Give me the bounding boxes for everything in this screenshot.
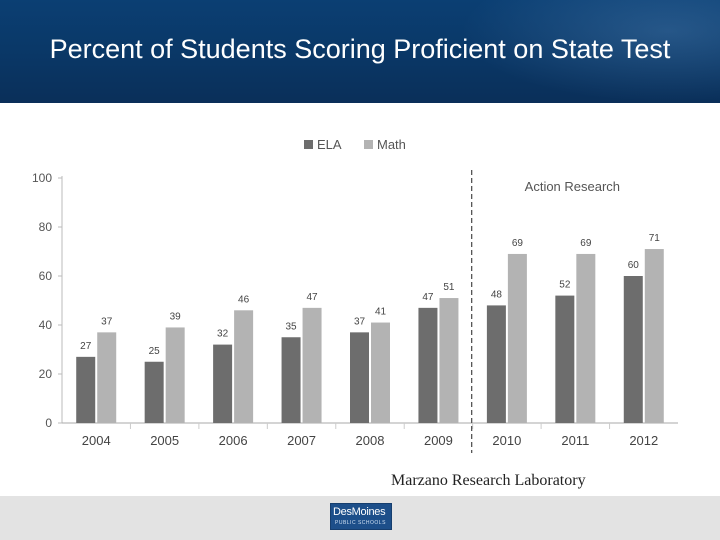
action-research-label: Action Research — [525, 179, 620, 194]
legend-swatch-math — [364, 140, 373, 149]
legend-swatch-ela — [304, 140, 313, 149]
data-label-ela: 47 — [422, 292, 434, 303]
bar-ela — [418, 307, 438, 423]
y-tick-label: 20 — [39, 367, 53, 381]
y-tick-label: 0 — [45, 416, 52, 430]
data-label-math: 69 — [580, 238, 592, 249]
bar-math — [234, 310, 254, 423]
x-category-label: 2011 — [561, 433, 589, 448]
data-label-math: 39 — [170, 311, 182, 322]
bar-ela — [76, 356, 96, 423]
y-tick-label: 40 — [39, 318, 53, 332]
source-credit: Marzano Research Laboratory — [391, 472, 586, 489]
x-category-label: 2004 — [82, 433, 111, 448]
y-tick-label: 60 — [39, 269, 53, 283]
x-category-label: 2008 — [356, 433, 385, 448]
bar-ela — [144, 361, 164, 423]
bar-math — [576, 253, 596, 423]
bar-ela — [555, 295, 575, 423]
bar-ela — [486, 305, 506, 423]
data-label-math: 47 — [306, 292, 318, 303]
data-label-ela: 32 — [217, 329, 229, 340]
bar-math — [165, 327, 185, 423]
bar-ela — [350, 332, 369, 423]
data-label-ela: 52 — [559, 280, 571, 291]
slide-title: Percent of Students Scoring Proficient o… — [49, 33, 671, 64]
x-category-label: 2006 — [219, 433, 248, 448]
data-label-ela: 25 — [149, 346, 161, 357]
bar-ela — [213, 344, 233, 423]
x-category-label: 2009 — [424, 433, 453, 448]
chart-area: 0 20 40 60 80 100 2004 2005 2006 2007 2008 2009 2010… — [18, 130, 682, 465]
y-tick-label: 100 — [32, 171, 52, 185]
data-label-ela: 35 — [285, 321, 297, 332]
logo-subtext: PUBLIC SCHOOLS — [335, 520, 386, 526]
data-label-ela: 60 — [628, 260, 640, 271]
bar-math — [97, 332, 117, 423]
data-label-math: 41 — [375, 307, 387, 318]
title-bar: Percent of Students Scoring Proficient o… — [0, 0, 720, 103]
legend-label-math: Math — [377, 137, 406, 152]
y-tick-label: 80 — [39, 220, 53, 234]
data-label-math: 51 — [443, 282, 455, 293]
legend-label-ela: ELA — [317, 137, 342, 152]
x-category-label: 2012 — [629, 433, 658, 448]
x-category-label: 2005 — [150, 433, 179, 448]
district-logo: DesMoines PUBLIC SCHOOLS — [330, 503, 392, 530]
x-category-label: 2010 — [492, 433, 521, 448]
data-label-math: 37 — [101, 316, 113, 327]
data-label-math: 46 — [238, 294, 250, 305]
data-label-math: 69 — [512, 238, 524, 249]
bar-math — [302, 307, 322, 423]
bar-chart: 0 20 40 60 80 100 2004 2005 2006 2007 2008 2009 2010… — [32, 137, 678, 453]
data-label-ela: 48 — [491, 289, 503, 300]
bar-ela — [281, 337, 301, 423]
x-category-label: 2007 — [287, 433, 316, 448]
bar-ela — [623, 276, 643, 423]
data-label-math: 71 — [649, 233, 661, 244]
data-label-ela: 27 — [80, 341, 92, 352]
logo-wordmark: DesMoines — [333, 506, 386, 518]
bar-math — [439, 298, 459, 423]
bar-math — [371, 322, 390, 423]
bar-math — [507, 253, 527, 423]
bar-math — [644, 249, 664, 423]
data-label-ela: 37 — [354, 316, 366, 327]
